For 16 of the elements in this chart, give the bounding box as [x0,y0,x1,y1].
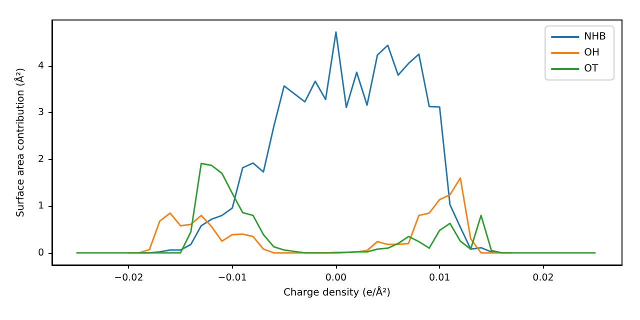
y-axis-title: Surface area contribution (Å²) [14,68,26,218]
x-tick-label: 0.02 [532,272,554,284]
y-tick-label: 2 [38,154,44,165]
legend-label: OH [584,48,600,58]
legend-label: OT [584,64,600,74]
y-tick-label: 0 [38,247,44,258]
x-tick-label: 0.00 [325,272,347,284]
x-tick-label: −0.02 [114,272,144,284]
y-tick-label: 3 [38,107,44,118]
x-axis-title: Charge density (e/Å²) [283,285,391,298]
y-tick-label: 4 [38,60,44,72]
x-tick-label: 0.01 [429,272,450,284]
legend-label: NHB [584,32,606,42]
x-tick-label: −0.01 [218,272,247,284]
y-tick-label: 1 [38,200,44,212]
line-series [76,162,596,254]
